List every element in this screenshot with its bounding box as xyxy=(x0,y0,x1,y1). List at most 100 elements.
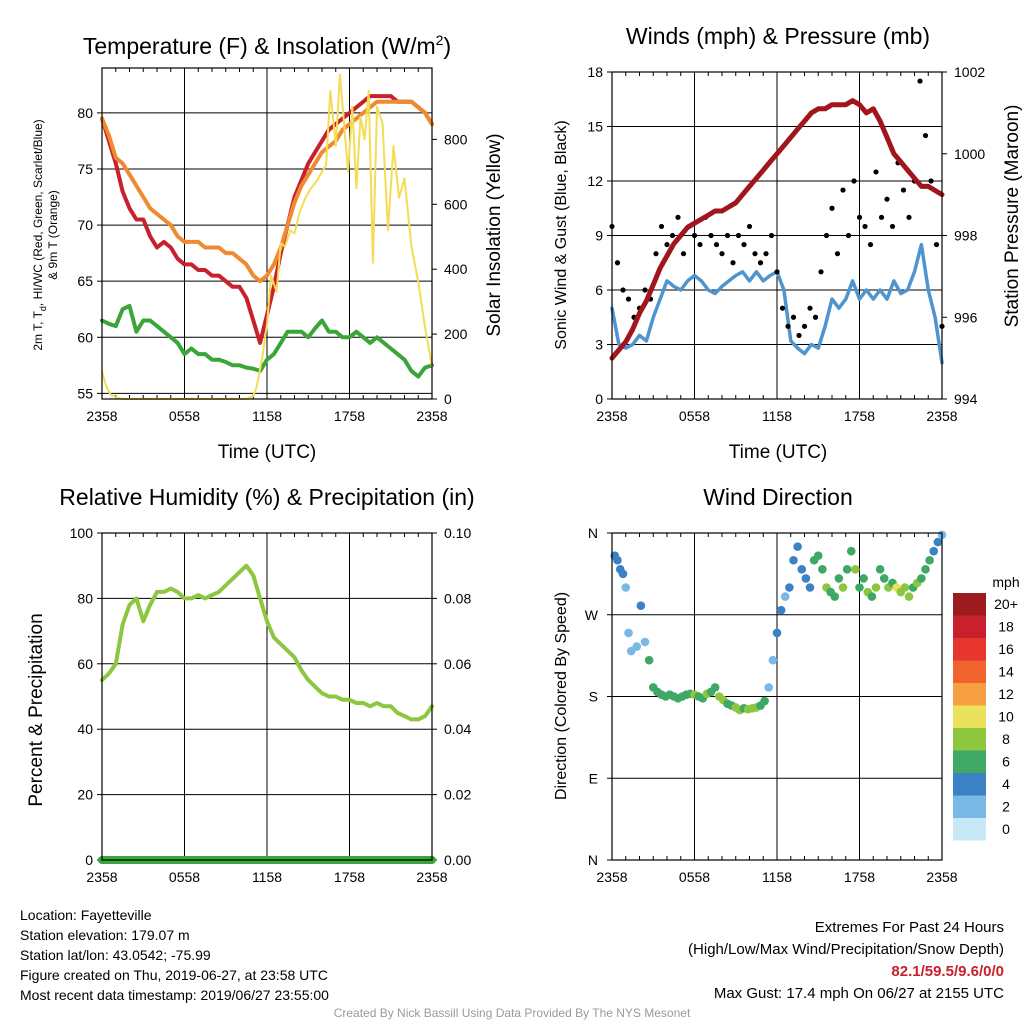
temp-ytick-r-0: 0 xyxy=(444,391,452,407)
winds-xtick-3: 1758 xyxy=(844,408,875,424)
winds-series-gust-point-18 xyxy=(708,232,714,239)
winds-frame xyxy=(611,71,943,400)
winds-ytick-4: 12 xyxy=(587,173,603,189)
rh-ytick-0: 0 xyxy=(85,852,93,868)
latlon-text: Station lat/lon: 43.0542; -75.99 xyxy=(20,947,211,963)
wind-direction-title: Wind Direction xyxy=(703,484,853,510)
winds-series-gust-point-11 xyxy=(669,232,676,239)
temp-series-9m-t xyxy=(100,99,434,284)
rh-xtick-2: 1158 xyxy=(252,869,282,885)
legend-label-3: 14 xyxy=(998,664,1014,680)
winds-series-gust-point-36 xyxy=(807,305,813,311)
dir-point-38 xyxy=(760,696,769,706)
temp-ytick-r-2: 400 xyxy=(444,261,468,277)
legend-label-4: 12 xyxy=(998,686,1014,702)
wind-direction-panel: Wind Direction Direction (Colored By Spe… xyxy=(553,484,1020,885)
extremes-values: 82.1/59.5/9.6/0/0 xyxy=(891,963,1004,980)
winds-series-gust-point-12 xyxy=(675,214,681,220)
winds-series-gust-point-10 xyxy=(664,241,670,248)
winds-series-gust-point-28 xyxy=(763,251,769,257)
dir-point-42 xyxy=(776,605,786,615)
dir-point-76 xyxy=(917,574,926,583)
dir-frame xyxy=(611,532,943,861)
winds-ytick-6: 18 xyxy=(587,64,603,80)
winds-series-gust-point-16 xyxy=(697,241,703,248)
winds-ytick-r-3: 1000 xyxy=(954,146,985,162)
dir-xtick-3: 1758 xyxy=(844,869,875,885)
rh-ytick-r-2: 0.04 xyxy=(444,721,471,737)
dir-point-59 xyxy=(846,546,856,556)
station-info: Location: Fayetteville Station elevation… xyxy=(20,905,329,1005)
legend-swatch-1 xyxy=(953,615,986,638)
humidity-panel: Relative Humidity (%) & Precipitation (i… xyxy=(26,484,475,885)
humidity-title: Relative Humidity (%) & Precipitation (i… xyxy=(59,484,474,510)
dir-point-51 xyxy=(813,551,823,561)
winds-series-gust-point-59 xyxy=(933,241,940,248)
temp-ytick-r-4: 800 xyxy=(444,131,468,147)
dir-point-60 xyxy=(851,565,860,574)
legend-label-1: 18 xyxy=(998,619,1014,635)
dir-ytick-4: N xyxy=(588,525,598,541)
temp-ytick-2: 65 xyxy=(77,273,93,289)
legend-label-8: 4 xyxy=(1002,776,1010,792)
legend-swatch-4 xyxy=(953,683,986,706)
temperature-ylabel-left-1: 2m T, Td, HI/WC (Red, Green, Scarlet/Blu… xyxy=(31,119,48,350)
rh-ytick-1: 20 xyxy=(77,787,93,803)
winds-ytick-r-2: 998 xyxy=(954,228,978,244)
winds-series-gust-point-6 xyxy=(642,287,648,293)
winds-series-gust-point-42 xyxy=(840,187,846,193)
legend-swatch-8 xyxy=(953,773,986,796)
rh-ytick-5: 100 xyxy=(70,525,94,541)
winds-series-gust-point-48 xyxy=(873,169,879,175)
dir-xtick-0: 2358 xyxy=(596,869,627,885)
winds-series-gust-point-43 xyxy=(845,232,852,239)
winds-series-gust-point-44 xyxy=(851,178,857,184)
legend-swatch-10 xyxy=(953,818,986,841)
winds-series-station-pressure xyxy=(609,98,945,361)
winds-series-gust-point-15 xyxy=(691,232,698,239)
temp-ytick-0: 55 xyxy=(77,385,93,401)
dir-point-61 xyxy=(855,583,864,592)
rh-xtick-4: 2358 xyxy=(416,869,447,885)
winds-ytick-1: 3 xyxy=(595,337,603,353)
winds-series-gust-point-58 xyxy=(928,178,934,184)
winds-ytick-3: 9 xyxy=(595,228,603,244)
winds-ytick-5: 15 xyxy=(587,119,603,135)
rh-ytick-r-4: 0.08 xyxy=(444,590,471,606)
dir-point-41 xyxy=(772,628,782,638)
legend-label-2: 16 xyxy=(998,641,1014,657)
legend-label-0: 20+ xyxy=(994,596,1018,612)
legend-label-10: 0 xyxy=(1002,821,1010,837)
dir-point-26 xyxy=(710,683,720,692)
winds-ytick-r-4: 1002 xyxy=(954,64,985,80)
winds-series-gust-point-21 xyxy=(724,232,731,239)
rh-ytick-2: 40 xyxy=(77,721,93,737)
winds-ytick-0: 0 xyxy=(595,391,603,407)
dir-point-39 xyxy=(764,683,774,692)
dir-point-3 xyxy=(618,569,628,579)
dir-point-78 xyxy=(925,555,934,565)
dir-point-58 xyxy=(842,565,852,574)
winds-xlabel: Time (UTC) xyxy=(729,442,828,463)
legend-title: mph xyxy=(992,574,1019,590)
winds-series-gust-point-26 xyxy=(752,251,758,257)
temp-xtick-3: 1758 xyxy=(334,408,365,424)
dir-point-65 xyxy=(871,583,881,592)
temp-xtick-2: 1158 xyxy=(252,408,282,424)
legend-swatch-7 xyxy=(953,750,986,773)
dir-point-79 xyxy=(929,546,939,556)
dir-xtick-4: 2358 xyxy=(926,869,957,885)
rh-ytick-r-0: 0.00 xyxy=(444,852,471,868)
credit-footer: Created By Nick Bassill Using Data Provi… xyxy=(333,1006,691,1020)
rh-ytick-r-1: 0.02 xyxy=(444,787,471,803)
winds-series-gust-point-23 xyxy=(735,232,742,239)
dir-point-67 xyxy=(879,574,889,583)
dir-point-64 xyxy=(867,592,877,601)
dir-ytick-0: N xyxy=(588,852,598,868)
temp-frame xyxy=(101,67,433,400)
recent-text: Most recent data timestamp: 2019/06/27 2… xyxy=(20,987,329,1003)
winds-series-gust-point-19 xyxy=(713,241,720,248)
winds-ylabel-right: Station Pressure (Maroon) xyxy=(1002,105,1023,328)
humidity-ylabel-left: Percent & Precipitation xyxy=(26,613,47,806)
